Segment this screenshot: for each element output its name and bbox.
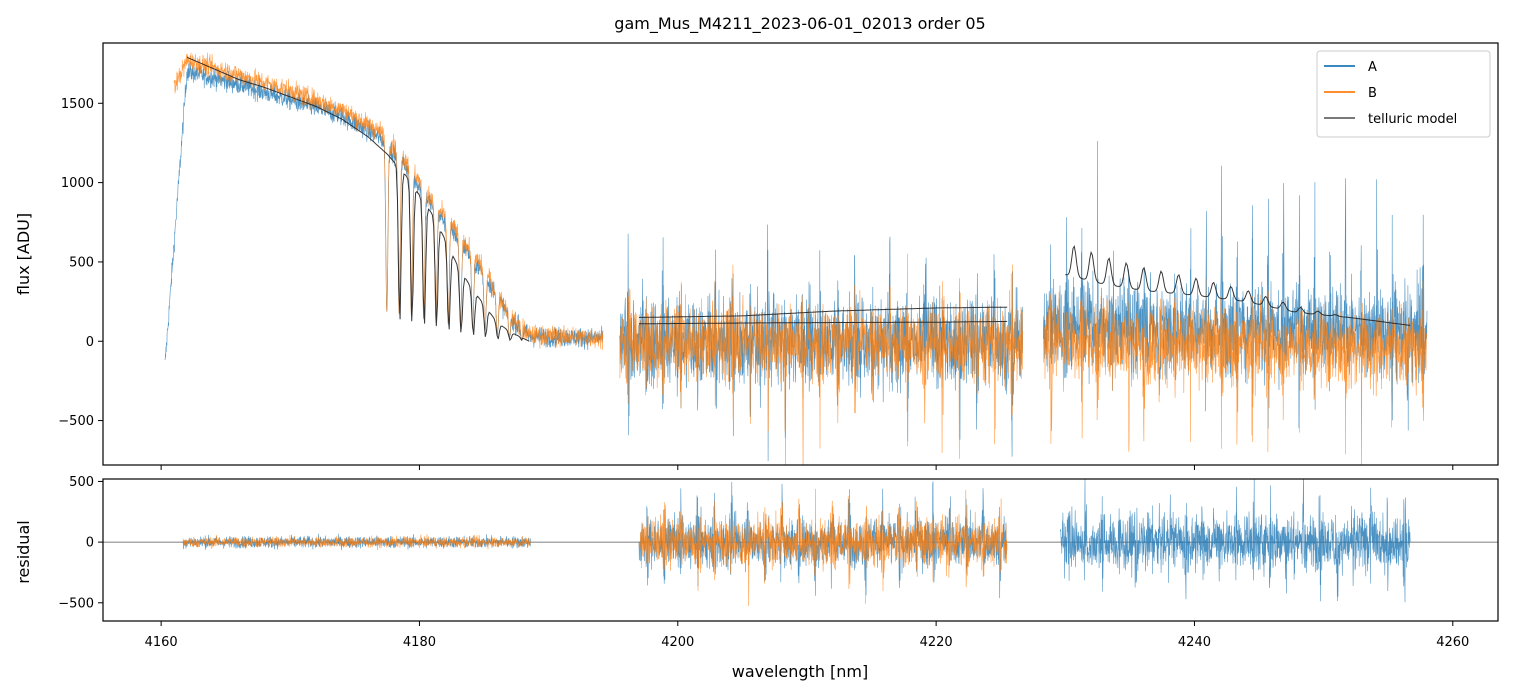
top-series-telluric-model-seg-2 — [639, 320, 1008, 325]
legend: A B telluric model — [1316, 50, 1491, 138]
y-tick-label: 1500 — [61, 97, 94, 112]
x-tick-label: 4200 — [661, 635, 694, 650]
top-panel: −500 0 500 1000 1500 flux [ADU] — [14, 42, 1499, 470]
bottom-plot-area — [103, 479, 1498, 607]
top-series-telluric-model-seg-3 — [1065, 245, 1411, 326]
top-x-ticks — [160, 465, 1454, 470]
residual-series-a-seg-2 — [1059, 479, 1411, 603]
x-tick-label: 4180 — [403, 635, 436, 650]
residual-series-b-seg-1 — [638, 488, 1008, 607]
bottom-x-ticks: 4160 4180 4200 4220 4240 4260 — [145, 621, 1469, 650]
y-tick-label: −500 — [58, 414, 94, 429]
bottom-axes-frame — [102, 478, 1499, 622]
x-tick-label: 4220 — [920, 635, 953, 650]
x-axis-label: wavelength [nm] — [732, 662, 869, 681]
top-series-telluric-model-seg-0 — [186, 56, 530, 342]
top-y-ticks: −500 0 500 1000 1500 — [58, 97, 103, 429]
top-plot-area — [164, 52, 1428, 465]
legend-label-telluric: telluric model — [1368, 112, 1457, 127]
top-series-b-seg-1 — [619, 253, 1024, 465]
top-series-b-seg-0 — [173, 52, 604, 351]
top-y-axis-label: flux [ADU] — [14, 213, 33, 295]
top-series-b-seg-2 — [1043, 277, 1428, 465]
y-tick-label: −500 — [58, 596, 94, 611]
top-axes-frame — [102, 42, 1499, 466]
x-tick-label: 4240 — [1178, 635, 1211, 650]
legend-label-b: B — [1368, 86, 1377, 101]
bottom-y-ticks: −500 0 500 — [58, 475, 103, 611]
x-tick-label: 4160 — [145, 635, 178, 650]
bottom-y-axis-label: residual — [14, 520, 33, 583]
y-tick-label: 500 — [69, 475, 94, 490]
residual-series-b-seg-0 — [182, 534, 531, 551]
top-series-a-seg-1 — [619, 224, 1024, 462]
legend-label-a: A — [1368, 60, 1377, 75]
chart-title: gam_Mus_M4211_2023-06-01_02013 order 05 — [614, 14, 985, 34]
y-tick-label: 500 — [69, 255, 94, 270]
y-tick-label: 1000 — [61, 176, 94, 191]
legend-box — [1316, 50, 1491, 138]
top-series-a-seg-0 — [164, 61, 604, 361]
x-tick-label: 4260 — [1436, 635, 1469, 650]
y-tick-label: 0 — [86, 536, 94, 551]
bottom-panel: −500 0 500 4160 4180 4200 4220 4240 4260 residu… — [14, 475, 1499, 681]
top-series-a-seg-2 — [1043, 140, 1428, 431]
y-tick-label: 0 — [86, 335, 94, 350]
top-series-telluric-model-seg-1 — [638, 306, 1008, 318]
